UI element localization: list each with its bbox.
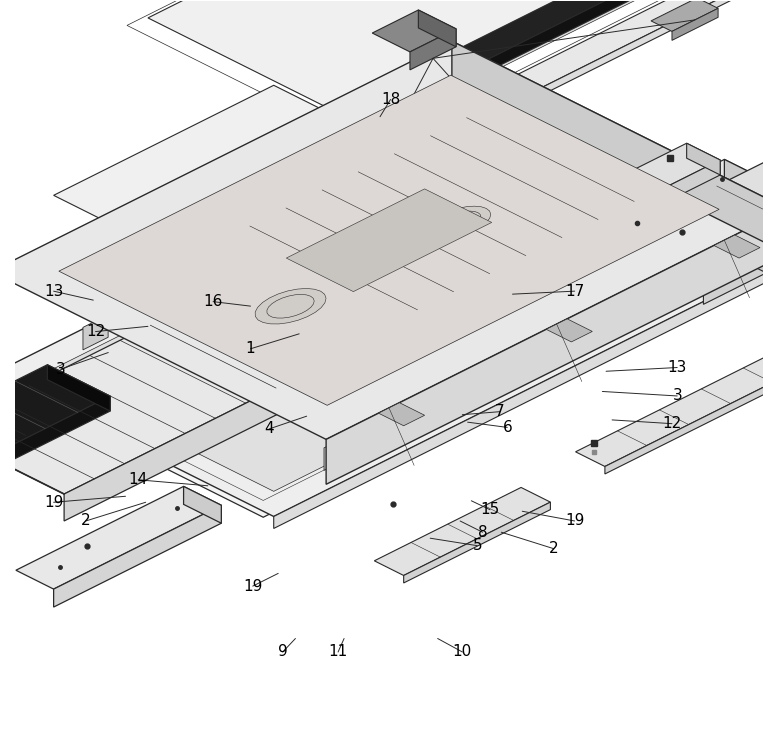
Text: 16: 16 — [203, 294, 223, 309]
Text: 19: 19 — [565, 514, 584, 529]
Polygon shape — [16, 487, 221, 589]
Text: 9: 9 — [278, 644, 288, 659]
Polygon shape — [64, 358, 337, 521]
Polygon shape — [372, 10, 456, 52]
Polygon shape — [458, 0, 668, 86]
Text: 5: 5 — [472, 538, 482, 554]
Polygon shape — [242, 179, 462, 296]
Polygon shape — [432, 206, 491, 236]
Polygon shape — [546, 319, 592, 342]
Polygon shape — [672, 8, 718, 40]
Polygon shape — [47, 364, 110, 411]
Text: 2: 2 — [81, 514, 90, 529]
Text: 6: 6 — [503, 420, 512, 435]
Polygon shape — [54, 86, 462, 290]
Polygon shape — [441, 211, 481, 231]
Text: 17: 17 — [565, 284, 584, 298]
Polygon shape — [305, 188, 379, 225]
Text: 19: 19 — [243, 578, 262, 593]
Polygon shape — [687, 143, 720, 175]
Polygon shape — [41, 148, 727, 491]
Polygon shape — [410, 28, 456, 70]
Polygon shape — [651, 0, 718, 32]
Polygon shape — [0, 41, 778, 439]
Polygon shape — [714, 235, 760, 258]
Polygon shape — [615, 178, 762, 269]
Text: 12: 12 — [662, 416, 682, 431]
Text: 1: 1 — [246, 341, 255, 356]
Polygon shape — [660, 268, 685, 303]
Polygon shape — [724, 160, 762, 196]
Polygon shape — [567, 188, 708, 258]
Polygon shape — [433, 0, 668, 74]
Polygon shape — [0, 364, 75, 484]
Polygon shape — [458, 0, 752, 136]
Polygon shape — [0, 411, 75, 494]
Polygon shape — [43, 234, 609, 518]
Text: 13: 13 — [668, 360, 687, 375]
Polygon shape — [492, 352, 517, 386]
Polygon shape — [661, 160, 720, 204]
Polygon shape — [96, 200, 619, 475]
Polygon shape — [184, 487, 221, 524]
Polygon shape — [326, 209, 778, 484]
Polygon shape — [59, 75, 719, 405]
Polygon shape — [334, 295, 434, 345]
Polygon shape — [703, 255, 766, 304]
Polygon shape — [255, 289, 326, 324]
Polygon shape — [0, 295, 337, 494]
Polygon shape — [0, 364, 110, 461]
Text: 14: 14 — [128, 472, 148, 488]
Polygon shape — [419, 147, 443, 182]
Polygon shape — [211, 295, 337, 385]
Polygon shape — [326, 199, 379, 234]
Polygon shape — [655, 188, 708, 236]
Polygon shape — [452, 41, 778, 254]
Polygon shape — [657, 232, 766, 286]
Text: 19: 19 — [44, 495, 63, 510]
Polygon shape — [83, 315, 108, 350]
Polygon shape — [379, 403, 425, 426]
Text: 11: 11 — [328, 644, 348, 659]
Text: 3: 3 — [672, 388, 682, 404]
Polygon shape — [433, 0, 752, 129]
Text: 7: 7 — [495, 404, 505, 419]
Polygon shape — [724, 113, 778, 246]
Polygon shape — [286, 189, 492, 292]
Polygon shape — [404, 502, 550, 583]
Text: 18: 18 — [381, 92, 400, 107]
Text: 15: 15 — [481, 503, 499, 518]
Text: 12: 12 — [86, 324, 105, 339]
Polygon shape — [605, 340, 778, 474]
Polygon shape — [54, 506, 221, 607]
Polygon shape — [628, 143, 720, 189]
Text: 2: 2 — [549, 542, 559, 556]
Text: 3: 3 — [56, 362, 66, 376]
Polygon shape — [0, 124, 776, 517]
Polygon shape — [419, 10, 456, 46]
Polygon shape — [148, 0, 661, 128]
Polygon shape — [374, 488, 550, 575]
Polygon shape — [251, 231, 276, 266]
Polygon shape — [619, 214, 708, 280]
Polygon shape — [368, 0, 661, 134]
Polygon shape — [0, 396, 110, 476]
Polygon shape — [274, 265, 776, 529]
Polygon shape — [678, 90, 778, 228]
Polygon shape — [267, 295, 314, 318]
Polygon shape — [462, 118, 538, 156]
Text: 13: 13 — [44, 284, 63, 298]
Text: 4: 4 — [265, 422, 274, 436]
Polygon shape — [576, 326, 778, 466]
Text: 8: 8 — [478, 525, 487, 540]
Polygon shape — [577, 160, 762, 252]
Text: 10: 10 — [453, 644, 472, 659]
Polygon shape — [324, 435, 349, 470]
Polygon shape — [720, 232, 766, 273]
